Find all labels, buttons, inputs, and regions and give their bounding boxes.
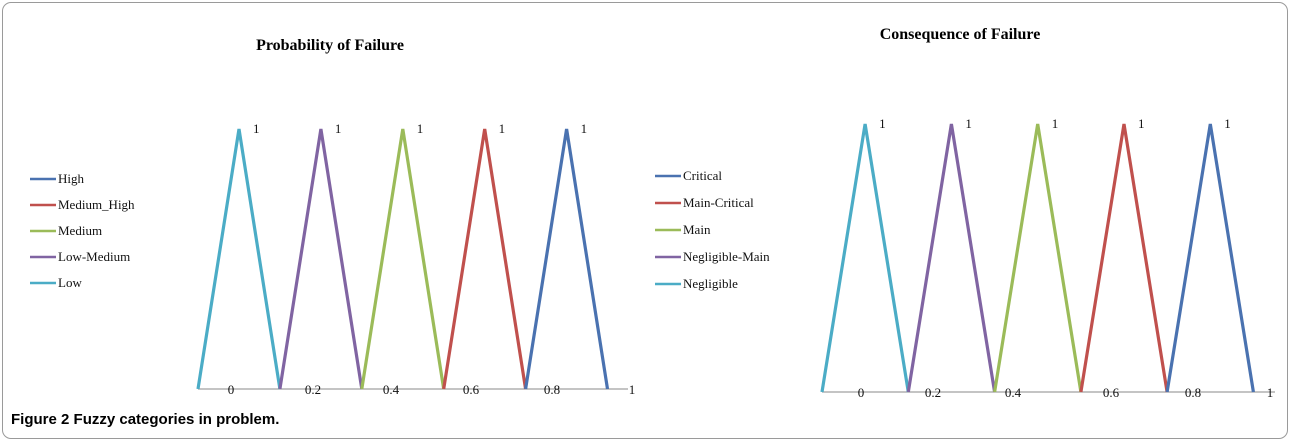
series-line <box>442 128 528 390</box>
series-line <box>1165 123 1255 393</box>
x-tick-label: 0.8 <box>544 382 560 397</box>
caption-label: Figure 2 <box>11 411 70 428</box>
legend-label: Negligible <box>683 276 738 291</box>
peak-value-label: 1 <box>499 121 506 136</box>
peak-value-label: 1 <box>1052 116 1059 131</box>
series-line <box>196 128 282 390</box>
series-line <box>524 128 610 390</box>
legend-label: High <box>58 171 85 186</box>
peak-value-label: 1 <box>879 116 886 131</box>
peak-value-label: 1 <box>335 121 342 136</box>
legend-label: Low <box>58 275 82 290</box>
legend-label: Medium_High <box>58 197 135 212</box>
x-tick-label: 0 <box>228 382 235 397</box>
x-tick-label: 0.4 <box>1005 385 1022 400</box>
legend-label: Main <box>683 222 711 237</box>
peak-value-label: 1 <box>581 121 588 136</box>
chart-title: Consequence of Failure <box>880 26 1041 43</box>
x-tick-label: 0.8 <box>1185 385 1201 400</box>
x-tick-label: 0.2 <box>925 385 941 400</box>
x-tick-label: 0.6 <box>1103 385 1120 400</box>
series-line <box>360 128 446 390</box>
x-tick-label: 0.2 <box>305 382 321 397</box>
legend-label: Main-Critical <box>683 195 754 210</box>
legend-label: Low-Medium <box>58 249 130 264</box>
series-line <box>906 123 997 393</box>
x-tick-label: 0 <box>858 385 865 400</box>
figure-caption: Figure 2 Fuzzy categories in problem. <box>11 411 279 428</box>
legend-label: Critical <box>683 168 722 183</box>
peak-value-label: 1 <box>1224 116 1231 131</box>
series-line <box>1079 123 1169 393</box>
legend-label: Negligible-Main <box>683 249 770 264</box>
x-tick-label: 0.4 <box>383 382 400 397</box>
legend-label: Medium <box>58 223 102 238</box>
series-line <box>820 123 910 393</box>
x-tick-label: 0.6 <box>463 382 480 397</box>
x-tick-label: 1 <box>1267 385 1274 400</box>
peak-value-label: 1 <box>1138 116 1145 131</box>
peak-value-label: 1 <box>253 121 260 136</box>
series-line <box>993 123 1083 393</box>
x-tick-label: 1 <box>629 382 636 397</box>
series-line <box>278 128 364 390</box>
peak-value-label: 1 <box>417 121 424 136</box>
chart-title: Probability of Failure <box>256 37 404 54</box>
caption-text: Fuzzy categories in problem. <box>73 411 280 428</box>
peak-value-label: 1 <box>965 116 972 131</box>
